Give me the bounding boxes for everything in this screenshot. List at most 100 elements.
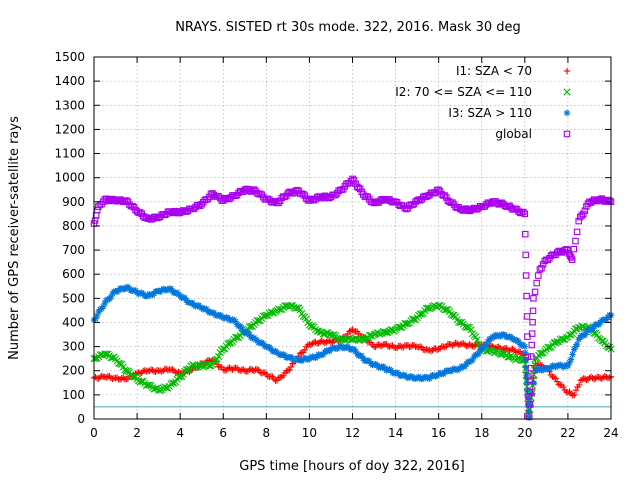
data-point-fill bbox=[152, 368, 159, 375]
y-tick-label: 1200 bbox=[54, 122, 85, 136]
data-point-fill bbox=[231, 333, 240, 341]
data-point-fill bbox=[529, 319, 536, 326]
x-tick-label: 20 bbox=[517, 426, 532, 440]
data-point-fill bbox=[458, 340, 465, 348]
axis-tick-labels: 0 2 4 6 8 10 12 14 16 18 20 22 240100200300400500600… bbox=[54, 50, 618, 440]
y-tick-label: 700 bbox=[62, 243, 85, 257]
data-point-fill bbox=[528, 341, 535, 349]
data-point-fill bbox=[258, 370, 265, 377]
data-point-fill bbox=[120, 374, 127, 381]
data-point-fill bbox=[526, 388, 534, 396]
data-point-fill bbox=[469, 342, 476, 350]
data-point-fill bbox=[455, 318, 463, 326]
y-tick-label: 1500 bbox=[54, 50, 85, 64]
x-tick-label: 4 bbox=[176, 426, 184, 440]
data-point-fill bbox=[455, 341, 462, 349]
y-tick-label: 0 bbox=[77, 412, 85, 426]
data-point-fill bbox=[604, 375, 612, 382]
data-point-fill bbox=[410, 341, 418, 349]
data-point-fill bbox=[523, 313, 531, 320]
data-point-fill bbox=[522, 251, 529, 259]
data-point-fill bbox=[550, 373, 558, 381]
data-point-fill bbox=[350, 176, 358, 184]
data-point-fill bbox=[555, 381, 562, 388]
data-point-fill bbox=[606, 197, 613, 204]
data-point-fill bbox=[286, 366, 293, 374]
x-tick-label: 2 bbox=[133, 426, 141, 440]
data-point-fill bbox=[341, 336, 349, 345]
data-point-fill bbox=[509, 345, 516, 353]
data-point-fill bbox=[522, 230, 529, 238]
y-tick-label: 100 bbox=[62, 388, 85, 402]
x-tick-label: 22 bbox=[560, 426, 575, 440]
data-point bbox=[220, 366, 227, 373]
data-point-fill bbox=[450, 341, 458, 348]
y-tick-label: 800 bbox=[62, 219, 85, 233]
data-point-fill bbox=[238, 366, 245, 374]
data-point-fill bbox=[296, 306, 304, 314]
data-point-fill bbox=[302, 315, 310, 323]
legend-marker-4 bbox=[563, 130, 571, 138]
y-tick-label: 1100 bbox=[54, 147, 85, 161]
x-tick-label: 24 bbox=[603, 426, 618, 440]
legend-marker-1 bbox=[563, 67, 571, 75]
x-tick-label: 12 bbox=[345, 426, 360, 440]
data-point-fill bbox=[423, 346, 430, 353]
data-point bbox=[553, 378, 561, 385]
series-4 bbox=[90, 175, 615, 420]
data-point-fill bbox=[301, 346, 309, 354]
y-axis-title: Number of GPS receiver-satellite rays bbox=[7, 116, 22, 360]
data-point-fill bbox=[275, 374, 282, 382]
y-tick-label: 600 bbox=[62, 267, 85, 281]
data-point bbox=[359, 335, 367, 343]
data-point-fill bbox=[572, 386, 580, 394]
y-tick-label: 300 bbox=[62, 340, 85, 354]
data-point-fill bbox=[538, 264, 545, 272]
data-point-fill bbox=[528, 353, 535, 360]
data-point-fill bbox=[520, 208, 527, 216]
grid bbox=[94, 57, 611, 419]
data-point bbox=[424, 304, 432, 312]
data-point bbox=[467, 326, 475, 334]
x-tick-label: 16 bbox=[431, 426, 446, 440]
data-point bbox=[571, 391, 578, 399]
legend: I1: SZA < 70 I2: 70 <= SZA <= 110 I3: SZA … bbox=[395, 64, 571, 141]
data-point-fill bbox=[109, 375, 116, 383]
data-point-fill bbox=[535, 272, 542, 279]
data-point-fill bbox=[529, 307, 537, 315]
data-point bbox=[101, 350, 109, 358]
data-point-fill bbox=[573, 340, 581, 348]
data-point bbox=[284, 367, 292, 374]
x-tick-label: 18 bbox=[474, 426, 489, 440]
data-point-fill bbox=[505, 353, 514, 361]
x-tick-label: 10 bbox=[302, 426, 317, 440]
y-tick-label: 1300 bbox=[54, 98, 85, 112]
x-tick-label: 14 bbox=[388, 426, 403, 440]
data-point-fill bbox=[524, 353, 532, 360]
data-point-fill bbox=[188, 361, 197, 369]
data-point-fill bbox=[270, 375, 278, 383]
data-point-fill bbox=[526, 400, 533, 408]
data-point-fill bbox=[267, 372, 275, 380]
data-point-fill bbox=[253, 316, 261, 325]
x-tick-label: 0 bbox=[90, 426, 98, 440]
data-point bbox=[521, 343, 529, 350]
data-point-fill bbox=[280, 372, 287, 379]
x-axis-title: GPS time [hours of doy 322, 2016] bbox=[239, 459, 464, 474]
data-point-fill bbox=[527, 364, 535, 372]
data-point-fill bbox=[569, 351, 576, 358]
data-point-fill bbox=[261, 312, 269, 320]
data-point-fill bbox=[460, 340, 467, 347]
data-point-fill bbox=[522, 272, 530, 279]
legend-label-3: I3: SZA > 110 bbox=[448, 106, 532, 120]
data-point bbox=[530, 295, 537, 302]
y-tick-label: 500 bbox=[62, 291, 85, 305]
data-point-fill bbox=[544, 343, 552, 351]
data-point-fill bbox=[576, 381, 583, 389]
data-point-fill bbox=[523, 292, 530, 300]
data-point bbox=[327, 338, 335, 345]
y-tick-label: 400 bbox=[62, 315, 85, 329]
data-point-fill bbox=[278, 374, 285, 381]
data-point-fill bbox=[531, 288, 539, 296]
